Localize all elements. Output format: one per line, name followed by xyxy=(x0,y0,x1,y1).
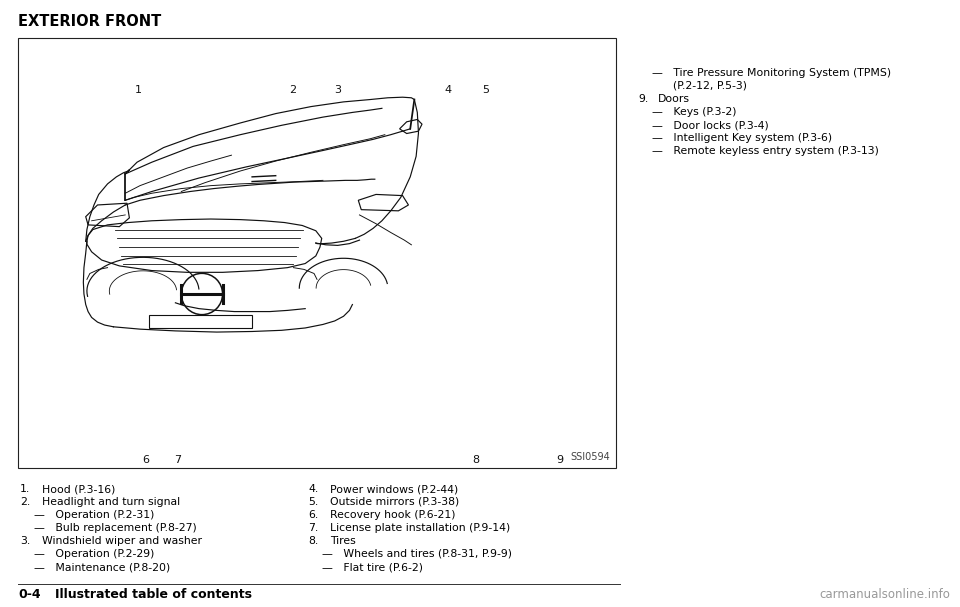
Text: 1.: 1. xyxy=(20,484,31,494)
Text: EXTERIOR FRONT: EXTERIOR FRONT xyxy=(18,14,161,29)
Text: —   Keys (P.3-2): — Keys (P.3-2) xyxy=(652,107,736,117)
Text: 7.: 7. xyxy=(308,523,319,533)
Text: Tires: Tires xyxy=(330,536,356,546)
Bar xyxy=(149,314,252,328)
Text: 0-4: 0-4 xyxy=(18,588,40,601)
Text: Illustrated table of contents: Illustrated table of contents xyxy=(55,588,252,601)
Text: —   Door locks (P.3-4): — Door locks (P.3-4) xyxy=(652,120,769,130)
Text: 2.: 2. xyxy=(20,497,31,507)
Text: —   Wheels and tires (P.8-31, P.9-9): — Wheels and tires (P.8-31, P.9-9) xyxy=(322,549,512,559)
Text: 9.: 9. xyxy=(638,94,648,104)
Text: Recovery hook (P.6-21): Recovery hook (P.6-21) xyxy=(330,510,455,520)
Text: 1: 1 xyxy=(134,85,141,95)
Text: carmanualsonline.info: carmanualsonline.info xyxy=(819,588,950,601)
Text: —   Operation (P.2-31): — Operation (P.2-31) xyxy=(34,510,155,520)
Text: —   Flat tire (P.6-2): — Flat tire (P.6-2) xyxy=(322,562,423,572)
Text: (P.2-12, P.5-3): (P.2-12, P.5-3) xyxy=(652,81,747,91)
Text: Doors: Doors xyxy=(658,94,690,104)
Text: 9: 9 xyxy=(557,455,564,465)
Text: 5.: 5. xyxy=(308,497,319,507)
Text: —   Intelligent Key system (P.3-6): — Intelligent Key system (P.3-6) xyxy=(652,133,832,143)
Text: 3: 3 xyxy=(334,85,342,95)
Text: Windshield wiper and washer: Windshield wiper and washer xyxy=(42,536,202,546)
Text: —   Bulb replacement (P.8-27): — Bulb replacement (P.8-27) xyxy=(34,523,197,533)
Text: 8: 8 xyxy=(472,455,480,465)
Text: License plate installation (P.9-14): License plate installation (P.9-14) xyxy=(330,523,511,533)
Text: 5: 5 xyxy=(483,85,490,95)
Text: 4: 4 xyxy=(444,85,451,95)
Text: —   Remote keyless entry system (P.3-13): — Remote keyless entry system (P.3-13) xyxy=(652,146,878,156)
Text: 3.: 3. xyxy=(20,536,31,546)
Bar xyxy=(18,38,616,468)
Text: 4.: 4. xyxy=(308,484,319,494)
Text: Outside mirrors (P.3-38): Outside mirrors (P.3-38) xyxy=(330,497,459,507)
Text: —   Maintenance (P.8-20): — Maintenance (P.8-20) xyxy=(34,562,170,572)
Text: —   Tire Pressure Monitoring System (TPMS): — Tire Pressure Monitoring System (TPMS) xyxy=(652,68,891,78)
Text: Hood (P.3-16): Hood (P.3-16) xyxy=(42,484,115,494)
Text: 8.: 8. xyxy=(308,536,319,546)
Text: Headlight and turn signal: Headlight and turn signal xyxy=(42,497,180,507)
Text: —   Operation (P.2-29): — Operation (P.2-29) xyxy=(34,549,155,559)
Text: 6.: 6. xyxy=(308,510,319,520)
Text: SSI0594: SSI0594 xyxy=(570,452,610,462)
Text: 2: 2 xyxy=(289,85,297,95)
Text: 6: 6 xyxy=(142,455,150,465)
Text: 7: 7 xyxy=(175,455,181,465)
Text: Power windows (P.2-44): Power windows (P.2-44) xyxy=(330,484,458,494)
